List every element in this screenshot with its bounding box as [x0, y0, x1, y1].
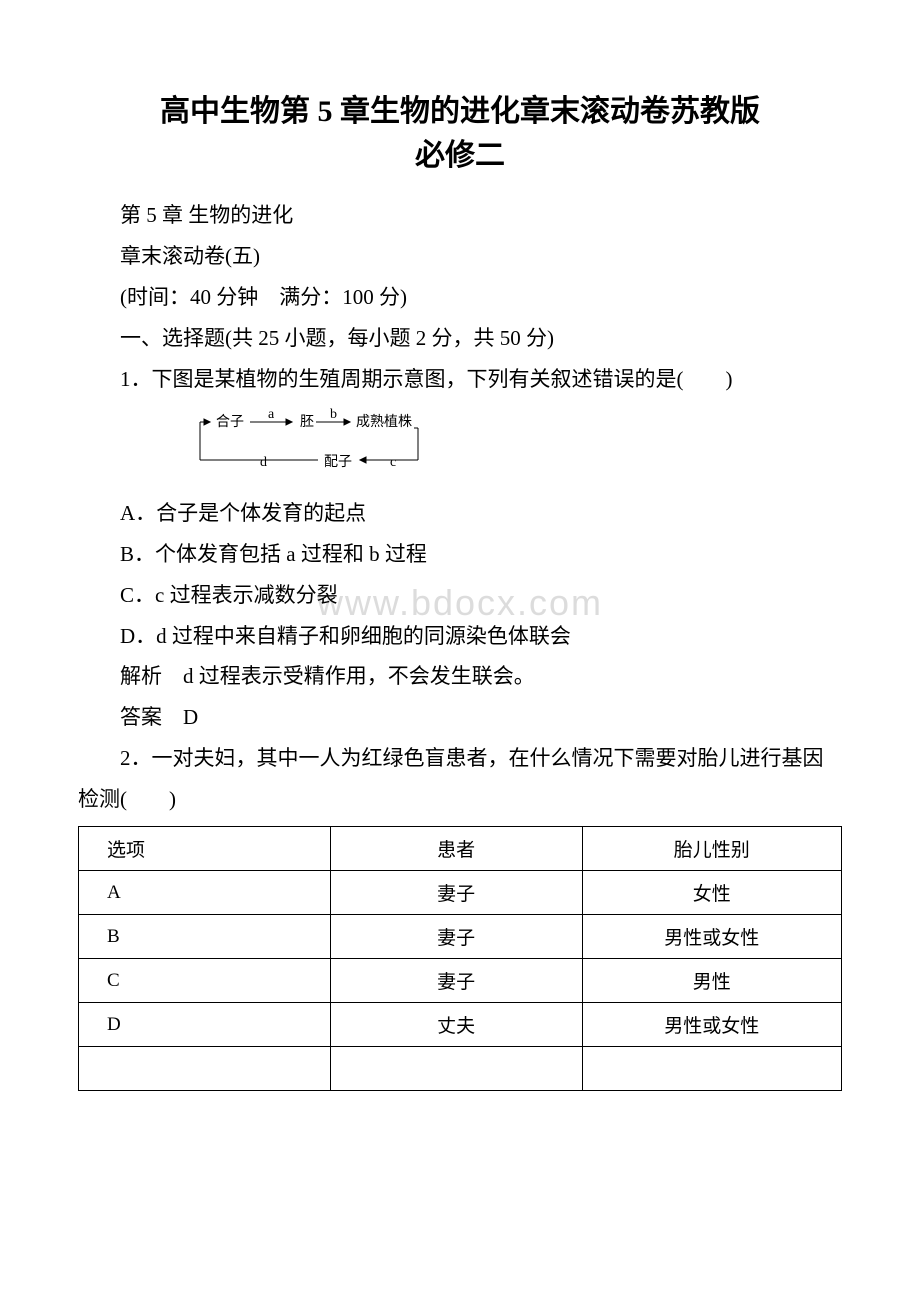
- chapter-heading: 第 5 章 生物的进化: [78, 195, 842, 236]
- table-row: A 妻子 女性: [79, 871, 842, 915]
- table-row: B 妻子 男性或女性: [79, 915, 842, 959]
- table-header-option: 选项: [79, 827, 331, 871]
- table-cell: 妻子: [330, 915, 582, 959]
- table-cell: B: [79, 915, 331, 959]
- q1-option-b: B．个体发育包括 a 过程和 b 过程: [78, 534, 842, 575]
- table-cell: C: [79, 959, 331, 1003]
- table-header-patient: 患者: [330, 827, 582, 871]
- diagram-edge-c: c: [390, 455, 396, 470]
- diagram-node-plant: 成熟植株: [356, 414, 412, 430]
- q1-option-a: A．合子是个体发育的起点: [78, 493, 842, 534]
- title-line-2: 必修二: [78, 134, 842, 178]
- table-row: D 丈夫 男性或女性: [79, 1003, 842, 1047]
- q1-answer: 答案 D: [78, 697, 842, 738]
- table-cell: 男性或女性: [582, 1003, 841, 1047]
- table-cell: 男性: [582, 959, 841, 1003]
- table-cell: 男性或女性: [582, 915, 841, 959]
- table-cell: [330, 1047, 582, 1091]
- table-cell: 女性: [582, 871, 841, 915]
- diagram-node-gamete: 配子: [324, 454, 352, 470]
- diagram-edge-b: b: [330, 408, 337, 422]
- document-title: 高中生物第 5 章生物的进化章末滚动卷苏教版 必修二: [78, 90, 842, 177]
- table-header-sex: 胎儿性别: [582, 827, 841, 871]
- table-cell: 妻子: [330, 871, 582, 915]
- diagram-node-embryo: 胚: [300, 415, 314, 430]
- table-cell: D: [79, 1003, 331, 1047]
- q2-table: 选项 患者 胎儿性别 A 妻子 女性 B 妻子 男性或女性 C 妻子 男性 D …: [78, 826, 842, 1091]
- q2-stem: 2．一对夫妇，其中一人为红绿色盲患者，在什么情况下需要对胎儿进行基因检测( ): [78, 738, 842, 820]
- q1-stem: 1．下图是某植物的生殖周期示意图，下列有关叙述错误的是( ): [78, 359, 842, 400]
- q1-option-d: D．d 过程中来自精子和卵细胞的同源染色体联会: [78, 616, 842, 657]
- table-row: [79, 1047, 842, 1091]
- q1-explanation: 解析 d 过程表示受精作用，不会发生联会。: [78, 656, 842, 697]
- diagram-node-zygote: 合子: [216, 414, 244, 430]
- subchapter-heading: 章末滚动卷(五): [78, 236, 842, 277]
- table-row: C 妻子 男性: [79, 959, 842, 1003]
- table-cell: A: [79, 871, 331, 915]
- table-cell: 丈夫: [330, 1003, 582, 1047]
- q1-diagram: 合子 胚 成熟植株 配子 a b c d: [178, 408, 842, 485]
- table-cell: 妻子: [330, 959, 582, 1003]
- exam-info: (时间：40 分钟 满分：100 分): [78, 277, 842, 318]
- table-cell: [582, 1047, 841, 1091]
- table-row: 选项 患者 胎儿性别: [79, 827, 842, 871]
- document-content: 高中生物第 5 章生物的进化章末滚动卷苏教版 必修二 第 5 章 生物的进化 章…: [78, 90, 842, 1091]
- section-heading: 一、选择题(共 25 小题，每小题 2 分，共 50 分): [78, 318, 842, 359]
- table-cell: [79, 1047, 331, 1091]
- q1-option-c: C．c 过程表示减数分裂: [78, 575, 842, 616]
- diagram-edge-a: a: [268, 408, 275, 422]
- diagram-edge-d: d: [260, 455, 267, 470]
- title-line-1: 高中生物第 5 章生物的进化章末滚动卷苏教版: [78, 90, 842, 134]
